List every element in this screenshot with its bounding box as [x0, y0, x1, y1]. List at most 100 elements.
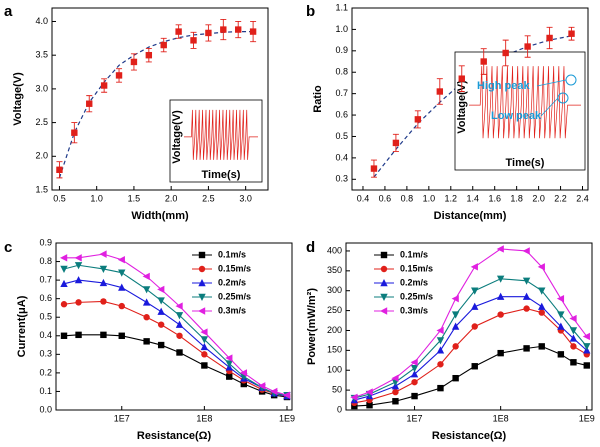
marker [480, 58, 487, 65]
plot-frame [55, 242, 293, 411]
marker [157, 297, 165, 305]
marker [258, 382, 266, 390]
series-line [354, 248, 588, 398]
marker [523, 345, 530, 352]
x-tick-label: 1.8 [510, 193, 523, 203]
marker [100, 298, 107, 305]
marker [226, 373, 233, 380]
legend-label: 0.25m/s [400, 291, 433, 301]
marker [496, 245, 504, 253]
inset-annotation: Low peak [491, 110, 542, 122]
y-tick-label: 0.9 [39, 237, 52, 247]
marker [391, 374, 399, 382]
x-tick-label: 1E8 [196, 413, 212, 423]
marker [546, 34, 553, 42]
marker [538, 309, 545, 316]
plot-frame [51, 7, 269, 191]
series-line [63, 334, 288, 398]
marker [99, 278, 108, 287]
marker [198, 293, 206, 301]
legend-label: 0.15m/s [400, 263, 433, 273]
panel-label: b [306, 3, 315, 20]
marker [60, 254, 68, 262]
x-tick-label: 1.2 [445, 193, 458, 203]
marker [380, 307, 388, 315]
x-tick-label: 0.5 [53, 193, 66, 203]
y-tick-label: 1.5 [35, 184, 48, 194]
y-tick-label: 0.4 [39, 330, 52, 340]
inset-waveform [469, 66, 581, 139]
marker [537, 263, 545, 271]
series-line [354, 345, 587, 407]
marker [71, 129, 78, 136]
marker [86, 100, 93, 107]
marker [200, 336, 209, 344]
marker [451, 322, 460, 330]
marker [557, 351, 565, 358]
marker [452, 343, 459, 350]
marker [411, 378, 418, 386]
marker [370, 165, 378, 172]
marker [145, 51, 153, 59]
marker [437, 384, 444, 392]
marker [471, 287, 479, 295]
y-axis-label: Power(mW/m²) [306, 288, 318, 365]
marker [176, 349, 183, 356]
marker [249, 28, 257, 35]
x-tick-label: 1.0 [90, 193, 103, 203]
x-tick-label: 2.2 [554, 193, 567, 203]
legend-label: 0.25m/s [218, 291, 251, 301]
legend-label: 0.1m/s [400, 249, 428, 259]
x-tick-label: 1.6 [488, 193, 501, 203]
marker [392, 388, 399, 396]
marker [497, 349, 504, 357]
marker [118, 269, 126, 277]
y-tick-label: 400 [327, 245, 342, 255]
y-tick-label: 0.2 [39, 367, 52, 377]
y-tick-label: 150 [327, 345, 342, 355]
marker [366, 402, 373, 409]
x-tick-label: 2.4 [576, 193, 589, 203]
marker [176, 332, 183, 339]
y-tick-label: 0.6 [39, 293, 52, 303]
x-tick-label: 2.5 [202, 193, 215, 203]
marker [99, 250, 107, 258]
marker [436, 337, 445, 345]
marker [118, 302, 125, 310]
marker [557, 322, 565, 330]
x-axis-label: Width(mm) [131, 210, 189, 222]
marker [522, 277, 531, 285]
legend-label: 0.3m/s [400, 305, 428, 315]
marker [411, 392, 418, 400]
legend-label: 0.2m/s [400, 277, 428, 287]
x-tick-label: 1.5 [128, 193, 141, 203]
marker [380, 265, 388, 273]
y-tick-label: 3.5 [35, 50, 48, 60]
marker [60, 301, 68, 308]
marker [157, 341, 165, 349]
y-tick-label: 0.3 [335, 174, 348, 184]
y-tick-label: 0.5 [39, 312, 52, 322]
marker [471, 363, 478, 370]
y-axis-label: Voltage(V) [12, 72, 24, 126]
marker [198, 279, 206, 287]
plot-frame [351, 7, 589, 191]
x-tick-label: 0.4 [357, 193, 370, 203]
marker [568, 30, 575, 37]
y-tick-label: 0.9 [335, 45, 348, 55]
y-tick-label: 1.1 [335, 2, 348, 12]
marker [201, 351, 208, 358]
marker [451, 311, 460, 319]
y-tick-label: 0.8 [335, 67, 348, 77]
marker [99, 265, 108, 273]
series-line [64, 253, 288, 396]
y-tick-label: 0.1 [39, 386, 52, 396]
marker [414, 116, 422, 123]
marker [130, 58, 138, 66]
marker [538, 343, 545, 350]
x-tick-label: 1.4 [466, 193, 479, 203]
marker [380, 251, 388, 259]
x-tick-label: 0.6 [379, 193, 392, 203]
x-tick-label: 2.0 [532, 193, 545, 203]
y-tick-label: 1.0 [335, 24, 348, 34]
